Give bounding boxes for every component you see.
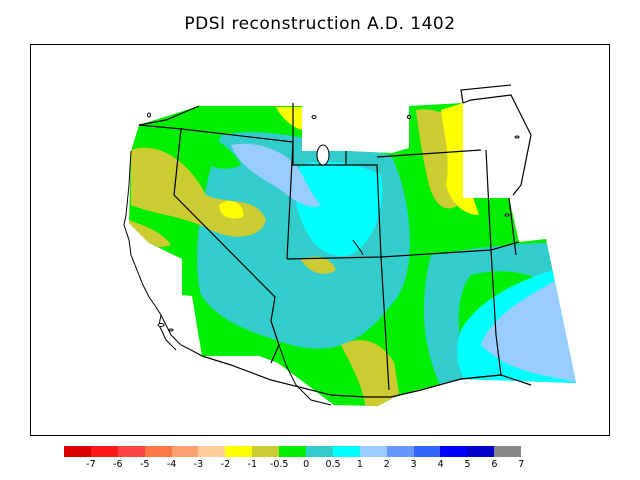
legend-swatch [386, 446, 414, 457]
border-mexico [201, 355, 532, 398]
coastline [123, 150, 332, 406]
legend-tick-label: 0 [303, 459, 310, 470]
legend-tick-label: -2 [220, 459, 231, 470]
legend-tick-label: -4 [166, 459, 177, 470]
map-frame [30, 44, 610, 436]
pdsi-map [123, 84, 576, 406]
border-nv-ut [286, 141, 294, 260]
legend-tick-label: 0.5 [325, 459, 341, 470]
green-zone-south [391, 325, 426, 405]
water-features [147, 112, 520, 332]
map-title: PDSI reconstruction A.D. 1402 [184, 14, 456, 34]
legend-swatch [252, 446, 280, 457]
border-tx-ok [508, 197, 517, 256]
lake-powell [352, 239, 364, 256]
yellow-spot-idaho [276, 107, 302, 130]
cyan-zone-central [295, 161, 383, 256]
small-island-4 [514, 135, 520, 139]
legend-tick-label: 5 [464, 459, 471, 470]
border-four-corners [286, 241, 520, 260]
state-boundaries [138, 84, 532, 398]
legend-swatch [171, 446, 199, 457]
green-strip-northwest [181, 134, 241, 169]
pdsi-contours [129, 103, 576, 406]
legend-tick-label: -6 [113, 459, 123, 470]
gulf-of-california [278, 344, 332, 406]
legend-tick-label: -0.5 [269, 459, 289, 470]
olive-spot-central [301, 256, 336, 274]
legend-tick-label: 2 [383, 459, 390, 470]
border-sd-ne [462, 94, 532, 196]
border-az-nm [380, 256, 390, 391]
lightblue-zone-north [231, 143, 321, 207]
channel-island-1 [157, 323, 165, 327]
legend-swatch [279, 446, 307, 457]
small-island-2 [311, 115, 317, 119]
legend-swatch [359, 446, 387, 457]
legend-tick-label: -7 [86, 459, 96, 470]
great-salt-lake [316, 144, 330, 166]
pacific-coast [123, 150, 203, 357]
legend-tick-label: 3 [410, 459, 417, 470]
legend-swatch [306, 446, 333, 457]
legend-swatch [117, 446, 145, 457]
border-wa-or [138, 105, 200, 126]
small-island-3 [407, 115, 411, 119]
legend-swatch [440, 446, 468, 457]
legend-color-bar [64, 446, 522, 457]
legend-swatch [332, 446, 360, 457]
legend-tick-labels: -7 -6 -5 -4 -3 -2 -1 -0.5 0 0.5 1 2 3 4 5 6 7 [64, 459, 584, 473]
legend-tick-label: -3 [193, 459, 204, 470]
border-ut-co [345, 151, 382, 258]
small-island-5 [504, 213, 510, 217]
olive-zone-south [341, 340, 401, 406]
baja-coast [158, 314, 177, 351]
legend-tick-label: 6 [491, 459, 498, 470]
legend-swatch [413, 446, 441, 457]
border-co-ks [485, 149, 492, 251]
border-ca-nv [173, 128, 276, 322]
legend-swatch [198, 446, 226, 457]
legend-swatch [494, 446, 522, 457]
legend-tick-label: 4 [437, 459, 444, 470]
border-id-wy [292, 103, 346, 166]
legend-swatch [225, 446, 253, 457]
small-island-1 [147, 112, 151, 118]
border-nd-mn [460, 84, 512, 104]
legend-swatch [144, 446, 172, 457]
legend-tick-label: -5 [139, 459, 150, 470]
channel-island-2 [168, 328, 174, 332]
legend-swatch [64, 446, 91, 457]
lightblue-zone-southeast [481, 280, 576, 383]
legend-tick-label: 1 [356, 459, 363, 470]
legend-swatch [90, 446, 118, 457]
legend-swatch [467, 446, 495, 457]
border-wy-co [376, 149, 482, 158]
legend-tick-label: 7 [518, 459, 525, 470]
legend-tick-label: -1 [247, 459, 258, 470]
yellow-spot-nevada [219, 200, 244, 219]
border-or-nv [138, 124, 294, 143]
